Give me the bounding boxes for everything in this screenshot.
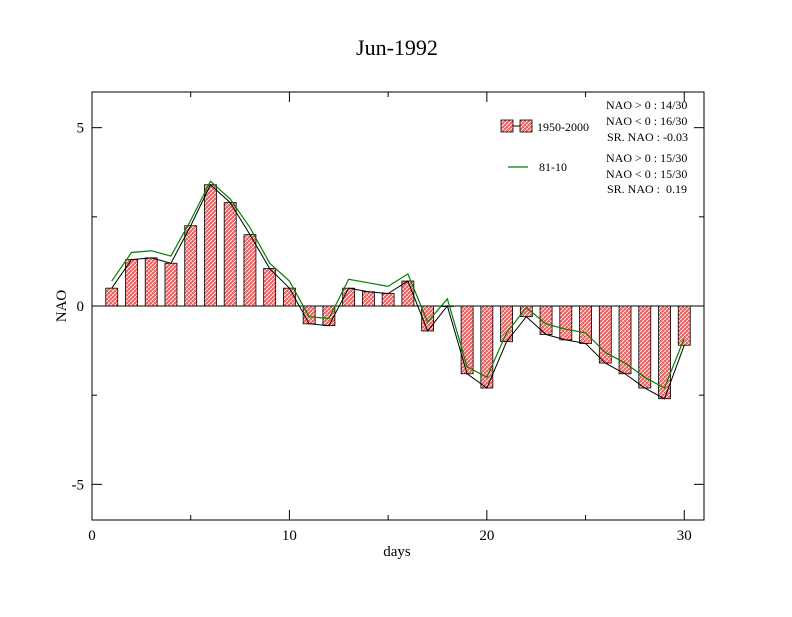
bar-day-7 [223,202,237,307]
axes: 0 10 20 30 -5 0 5 [72,92,704,544]
x-tick-label-0: 0 [88,528,96,544]
bar-day-28 [638,305,652,389]
legend-label-series-2: 81-10 [539,160,567,174]
bar-day-29 [658,305,671,400]
series-1950-2000-line [111,183,685,400]
bar-day-4 [164,262,178,307]
stat-series1-line-3: SR. NAO : -0.03 [607,130,688,144]
stat-series1-line-2: NAO < 0 : 16/30 [606,114,687,128]
stat-series2-line-2: NAO < 0 : 15/30 [606,167,687,181]
chart-title: Jun-1992 [356,35,438,60]
y-tick-label-0: 0 [77,299,85,315]
x-tick-label-20: 20 [479,528,494,544]
bar-day-5 [184,225,198,307]
x-tick-label-10: 10 [282,528,297,544]
legend-label-series-1: 1950-2000 [537,120,589,134]
bar-day-9 [263,268,277,307]
y-tick-label--5: -5 [72,477,85,493]
legend-swatch-bar-1 [500,119,514,133]
x-tick-label-30: 30 [677,528,692,544]
bar-day-25 [579,305,592,344]
bar-day-8 [243,234,257,307]
bar-day-19 [460,305,474,375]
stat-series2-line-3: SR. NAO : 0.19 [607,182,687,196]
stat-series2-line-1: NAO > 0 : 15/30 [606,151,687,165]
stat-series1-line-1: NAO > 0 : 14/30 [606,98,687,112]
bar-day-24 [559,305,573,341]
y-axis-label: NAO [54,290,70,323]
bar-day-15 [381,293,395,307]
y-tick-label-5: 5 [77,121,85,137]
bar-day-10 [283,287,296,307]
bar-day-1 [105,287,119,307]
bar-day-6 [204,184,217,307]
plot-area [92,180,704,400]
legend-swatch-bar-2 [519,119,533,133]
series-81-10-line [111,180,685,389]
bar-day-3 [144,257,158,307]
bar-day-17 [421,305,435,332]
legend: 1950-2000 81-10 NAO > 0 : 14/30 NAO < 0 … [500,98,688,196]
bar-day-2 [125,259,138,307]
x-axis-label: days [383,544,411,560]
bar-day-14 [361,291,375,307]
